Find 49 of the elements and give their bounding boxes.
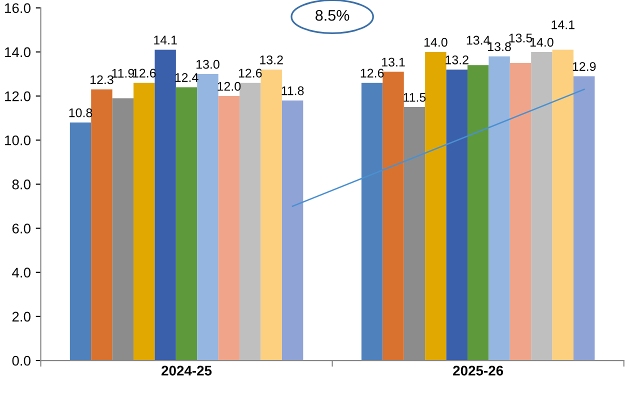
y-tick-label: 2.0: [12, 312, 30, 322]
data-label: 12.6: [360, 68, 384, 78]
bar: [552, 50, 574, 361]
y-tick-label: 12.0: [5, 91, 30, 102]
bar: [282, 100, 304, 361]
data-label: 12.6: [238, 68, 262, 78]
bar: [218, 96, 240, 361]
y-tick-label: 0.0: [12, 356, 30, 366]
bar: [361, 82, 383, 361]
y-tick-label: 10.0: [5, 135, 30, 146]
data-label: 13.8: [488, 42, 511, 52]
data-label: 12.9: [572, 62, 596, 71]
data-label: 12.0: [218, 82, 241, 91]
bar: [531, 52, 552, 361]
data-label: 13.4: [466, 36, 490, 45]
annotation: 8.5%: [316, 10, 350, 21]
x-tick-label: 2024-25: [162, 366, 212, 376]
bar: [574, 76, 595, 361]
y-tick-label: 8.0: [12, 180, 30, 190]
bar: [488, 56, 510, 361]
data-label: 13.2: [260, 55, 283, 64]
bar: [446, 70, 468, 361]
bar: [240, 82, 261, 361]
data-label: 14.0: [424, 38, 448, 47]
bar: [134, 82, 155, 361]
data-label: 13.0: [196, 60, 220, 69]
data-label: 14.1: [154, 36, 177, 44]
data-label: 12.3: [90, 75, 114, 84]
data-label: 11.9: [112, 68, 134, 78]
bar: [467, 65, 489, 361]
x-tick-label: 2025-26: [453, 366, 504, 376]
y-tick-label: 6.0: [12, 224, 30, 234]
y-tick-label: 4.0: [12, 268, 30, 278]
bar: [176, 87, 198, 361]
bar: [510, 62, 532, 361]
bar: [197, 74, 218, 361]
bar: [70, 122, 92, 361]
data-label: 14.0: [530, 38, 554, 47]
bar: [260, 70, 282, 361]
bar: [382, 72, 404, 361]
y-tick-label: 14.0: [5, 47, 30, 58]
data-label: 13.5: [509, 34, 532, 42]
data-label: 13.1: [382, 58, 405, 67]
bar: [91, 89, 112, 361]
bar: [425, 52, 446, 361]
y-tick-label: 16.0: [5, 3, 30, 14]
data-label: 11.8: [282, 86, 304, 96]
bar: [154, 50, 176, 361]
data-label: 14.1: [552, 20, 574, 30]
